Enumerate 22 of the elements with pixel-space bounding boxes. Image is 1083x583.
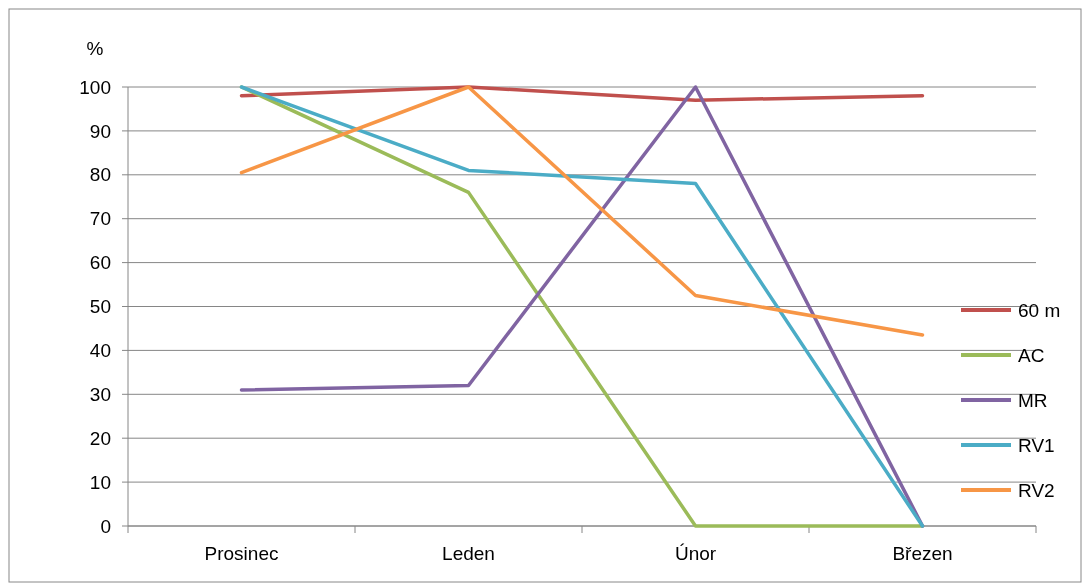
- y-tick-label: 0: [100, 515, 111, 537]
- y-tick-label: 30: [89, 383, 111, 405]
- y-tick-label: 80: [89, 164, 111, 186]
- line-series: [239, 85, 925, 337]
- y-tick-label: 20: [89, 427, 111, 449]
- y-tick-label: 100: [79, 76, 111, 98]
- legend-label: RV2: [1018, 479, 1055, 501]
- y-tick-label: 50: [89, 296, 111, 318]
- y-tick-label: 70: [89, 208, 111, 230]
- y-tick-label: 40: [89, 340, 111, 362]
- legend-label: MR: [1018, 389, 1048, 411]
- x-tick-label: Leden: [442, 543, 495, 564]
- y-tick-label: 10: [89, 471, 111, 493]
- y-tick-label: 60: [89, 252, 111, 274]
- x-tick-label: Březen: [892, 543, 953, 564]
- legend-label: AC: [1018, 344, 1045, 366]
- x-tick-label: Prosinec: [204, 543, 279, 564]
- legend-label: 60 m: [1018, 299, 1061, 321]
- y-tick-label: 90: [89, 120, 111, 142]
- legend-label: RV1: [1018, 434, 1055, 456]
- x-tick-label: Únor: [674, 543, 717, 564]
- y-axis-title: %: [86, 38, 104, 59]
